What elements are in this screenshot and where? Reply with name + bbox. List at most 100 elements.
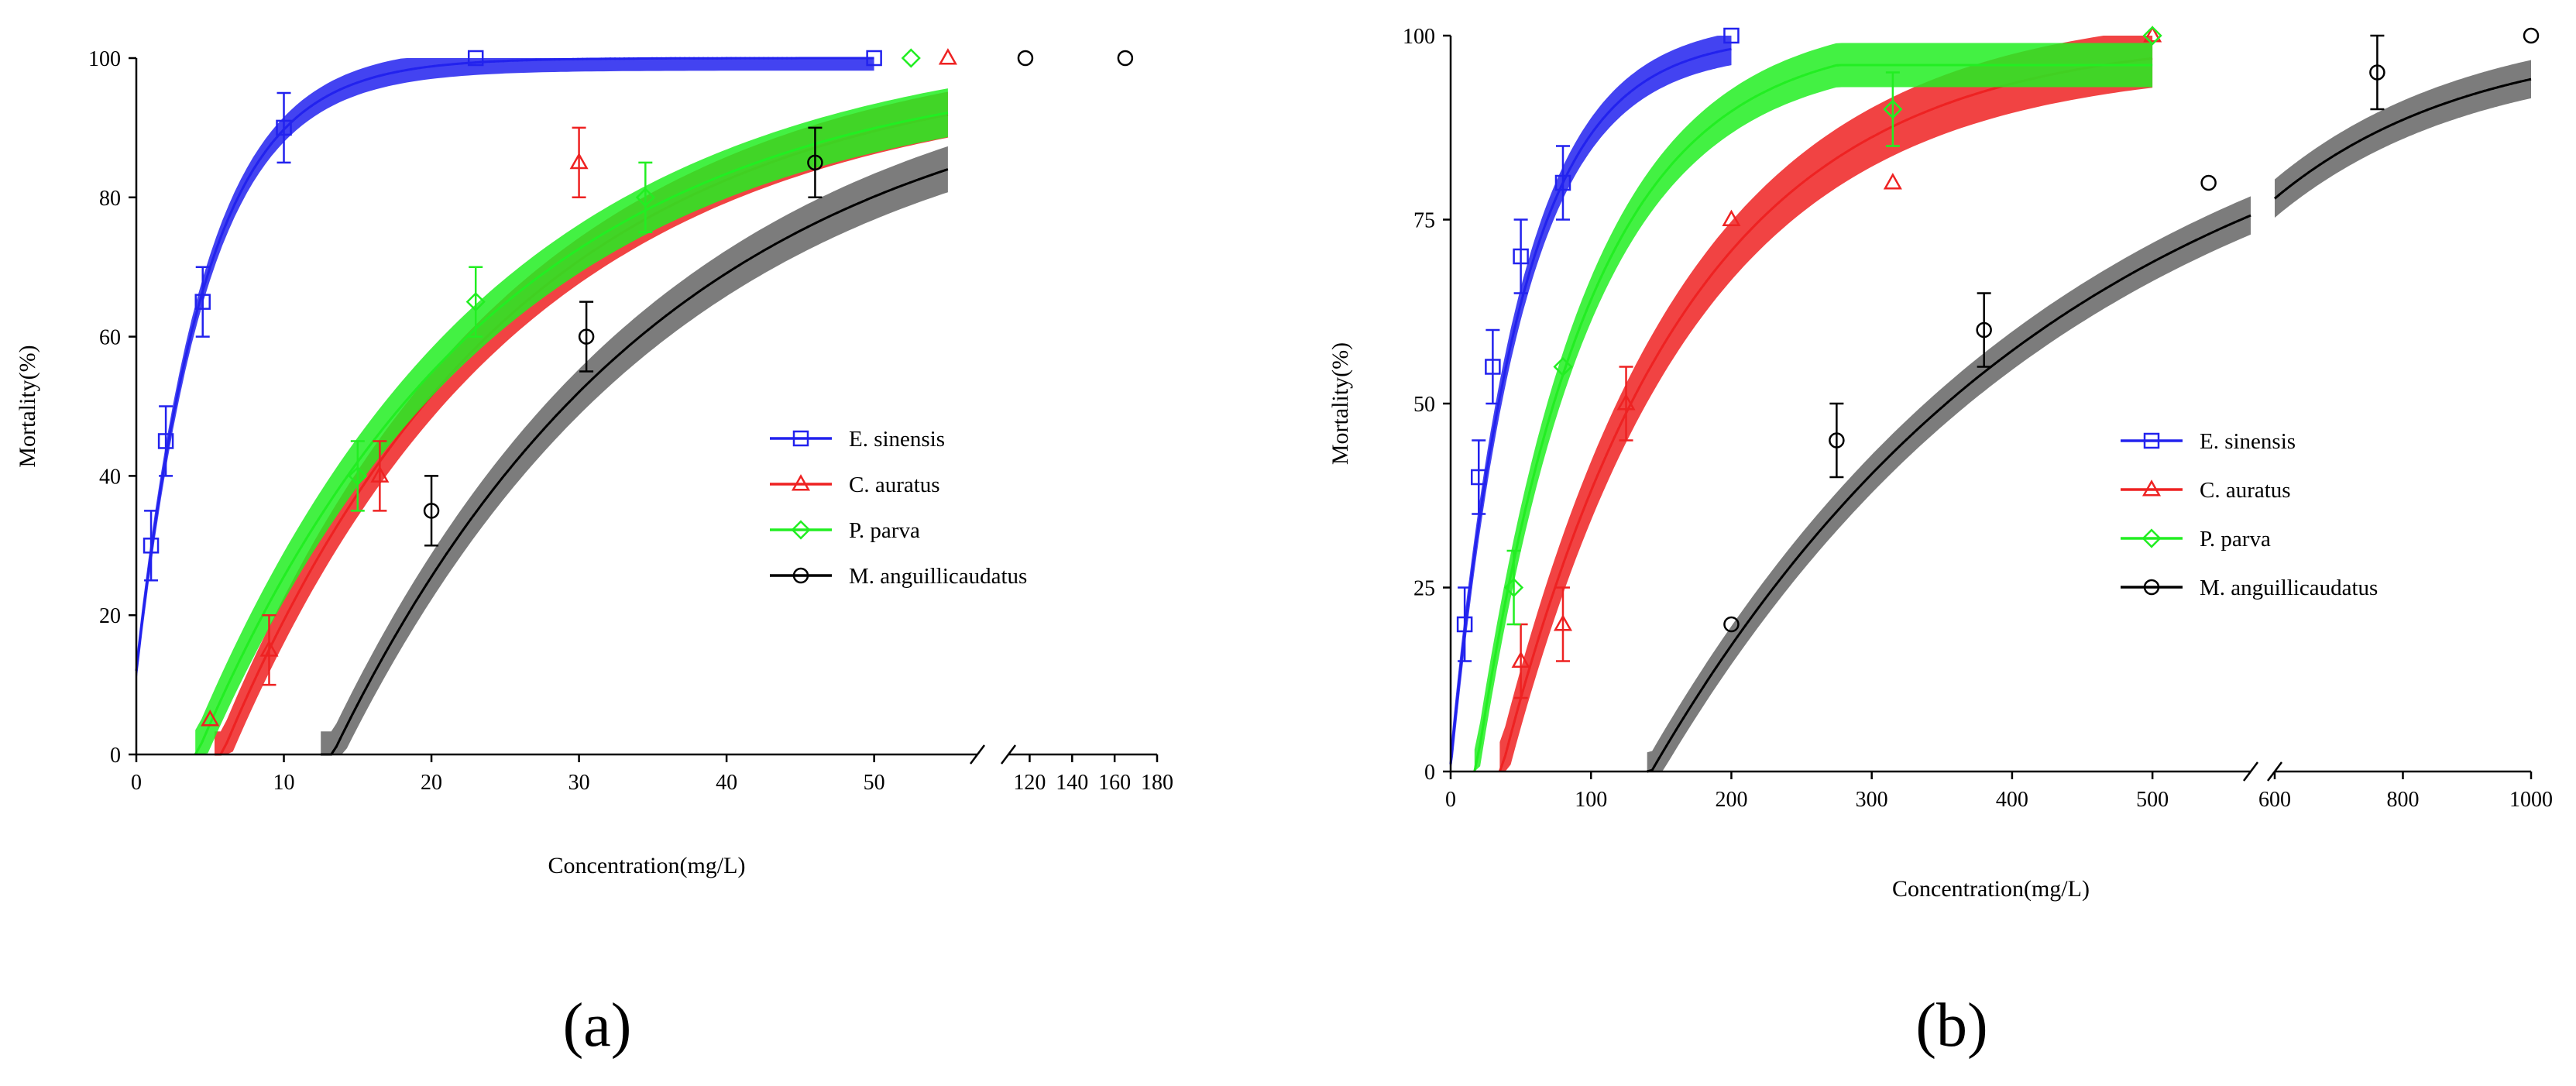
- legend-marker-c-auratus: [2142, 479, 2162, 497]
- data-point-m-anguillicaudatus: [423, 503, 440, 519]
- legend-marker-e-sinensis: [2143, 432, 2160, 449]
- legend-label-m-anguillicaudatus: M. anguillicaudatus: [2200, 576, 2378, 600]
- x-axis-label: Concentration(mg/L): [1892, 876, 2090, 902]
- fit-curve-p-parva: [1473, 64, 2153, 772]
- x-tick-label: 300: [1856, 788, 1888, 812]
- data-point-e-sinensis: [1554, 174, 1571, 191]
- x-tick-label: 180: [1141, 771, 1173, 795]
- data-point-p-parva: [635, 187, 655, 208]
- legend-marker-c-auratus: [791, 474, 811, 491]
- legend-label-c-auratus: C. auratus: [849, 473, 940, 497]
- x-tick-label: 30: [568, 771, 590, 795]
- data-point-m-anguillicaudatus: [807, 154, 823, 171]
- data-point-c-auratus: [1722, 209, 1741, 226]
- x-tick-label: 500: [2136, 788, 2169, 812]
- fit-curve-m-anguillicaudatus: [1647, 214, 2251, 773]
- data-point-c-auratus: [1616, 394, 1636, 411]
- legend-marker-m-anguillicaudatus: [792, 567, 809, 584]
- data-point-e-sinensis: [1513, 248, 1529, 265]
- fit-curve-p-parva: [194, 112, 949, 755]
- data-point-e-sinensis: [1470, 469, 1487, 486]
- data-point-c-auratus: [201, 710, 220, 727]
- legend-marker-m-anguillicaudatus: [2143, 579, 2160, 596]
- y-tick-label: 50: [1413, 393, 1435, 417]
- fit-curve-m-anguillicaudatus: [2274, 77, 2532, 200]
- y-tick-label: 60: [99, 326, 121, 350]
- data-point-e-sinensis: [1485, 359, 1501, 375]
- confidence-band-m-anguillicaudatus: [321, 146, 948, 754]
- x-tick-label: 50: [864, 771, 885, 795]
- data-point-m-anguillicaudatus: [2369, 64, 2385, 81]
- data-point-e-sinensis: [467, 50, 484, 67]
- confidence-band-m-anguillicaudatus: [2275, 60, 2531, 218]
- data-point-p-parva: [348, 466, 368, 486]
- x-axis-label: Concentration(mg/L): [548, 853, 746, 878]
- y-tick-label: 25: [1413, 577, 1435, 601]
- data-point-e-sinensis: [1456, 616, 1473, 633]
- data-point-m-anguillicaudatus: [2523, 27, 2540, 44]
- legend-label-c-auratus: C. auratus: [2200, 478, 2291, 503]
- data-point-c-auratus: [259, 640, 279, 657]
- data-point-c-auratus: [2143, 26, 2162, 43]
- y-tick-label: 0: [110, 744, 121, 768]
- fit-edge-m-anguillicaudatus: [1647, 214, 2251, 773]
- axis-break-mark: [2243, 761, 2258, 782]
- data-point-e-sinensis: [194, 294, 211, 310]
- x-tick-label: 400: [1996, 788, 2028, 812]
- confidence-band-c-auratus: [1499, 36, 2153, 772]
- y-tick-label: 100: [88, 47, 121, 71]
- data-point-c-auratus: [1553, 614, 1573, 631]
- legend-marker-p-parva: [791, 520, 811, 540]
- x-tick-label: 120: [1013, 771, 1046, 795]
- data-point-p-parva: [2142, 26, 2162, 46]
- fit-curve-e-sinensis: [1449, 47, 1732, 765]
- legend-label-p-parva: P. parva: [2200, 527, 2271, 552]
- legend-label-p-parva: P. parva: [849, 518, 920, 543]
- x-tick-label: 800: [2387, 788, 2420, 812]
- legend-label-e-sinensis: E. sinensis: [2200, 429, 2296, 454]
- data-point-e-sinensis: [276, 119, 292, 136]
- x-tick-label: 40: [716, 771, 737, 795]
- chart-b: 0 100 200 300 400 500 600 800 1000 0 25 50 75 100 Conc…: [1327, 25, 2553, 902]
- data-point-e-sinensis: [143, 538, 160, 554]
- data-point-m-anguillicaudatus: [578, 328, 595, 345]
- y-tick-label: 20: [99, 604, 121, 628]
- data-point-c-auratus: [569, 152, 589, 170]
- y-tick-label: 0: [1424, 761, 1435, 785]
- chart-a: 0 10 20 30 40 50 120 140 160 180 0 20 40 60 80 100 Conce…: [15, 47, 1173, 878]
- legend-label-e-sinensis: E. sinensis: [849, 427, 945, 452]
- legend-marker-e-sinensis: [792, 430, 809, 447]
- y-axis-label: Mortality(%): [15, 345, 40, 467]
- data-point-p-parva: [901, 48, 921, 68]
- data-point-m-anguillicaudatus: [1829, 432, 1845, 448]
- fit-edge-m-anguillicaudatus: [321, 168, 949, 756]
- data-point-c-auratus: [938, 48, 957, 65]
- axis-break-mark: [970, 744, 985, 765]
- panel-label-a: (a): [563, 991, 632, 1060]
- confidence-band-m-anguillicaudatus: [1647, 196, 2251, 772]
- data-point-m-anguillicaudatus: [2200, 174, 2217, 191]
- data-point-p-parva: [1503, 577, 1524, 598]
- data-point-p-parva: [465, 292, 486, 312]
- x-tick-label: 0: [131, 771, 142, 795]
- data-point-p-parva: [1883, 99, 1903, 119]
- x-tick-label: 160: [1098, 771, 1131, 795]
- data-point-p-parva: [1553, 356, 1573, 377]
- data-point-m-anguillicaudatus: [1017, 50, 1034, 67]
- data-point-e-sinensis: [866, 50, 882, 67]
- data-point-c-auratus: [370, 466, 390, 483]
- x-tick-label: 20: [421, 771, 442, 795]
- y-tick-label: 40: [99, 465, 121, 489]
- fit-curve-m-anguillicaudatus: [321, 168, 949, 756]
- data-point-m-anguillicaudatus: [1723, 616, 1740, 633]
- fit-curve-c-auratus: [1498, 57, 2153, 772]
- y-tick-label: 100: [1403, 25, 1435, 49]
- x-tick-label: 10: [273, 771, 295, 795]
- y-tick-label: 75: [1413, 209, 1435, 233]
- data-point-e-sinensis: [1723, 27, 1740, 44]
- data-point-e-sinensis: [157, 433, 174, 449]
- x-tick-label: 1000: [2509, 788, 2553, 812]
- fit-curve-e-sinensis: [135, 57, 874, 672]
- data-point-m-anguillicaudatus: [1976, 321, 1992, 339]
- panel-label-b: (b): [1915, 991, 1987, 1060]
